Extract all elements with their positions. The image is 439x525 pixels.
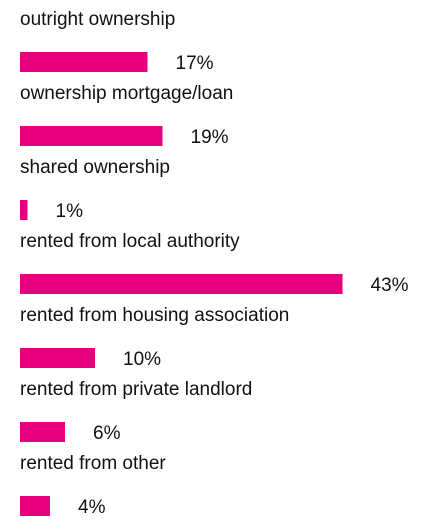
category-label: rented from other: [20, 453, 166, 474]
value-label: 1%: [56, 201, 84, 222]
bar: [20, 348, 95, 368]
bar: [20, 496, 50, 516]
category-label: rented from private landlord: [20, 379, 252, 400]
category-label: shared ownership: [20, 157, 170, 178]
value-label: 4%: [78, 497, 106, 518]
bar: [20, 52, 148, 72]
value-label: 10%: [123, 349, 161, 370]
category-label: rented from local authority: [20, 231, 240, 252]
value-label: 19%: [191, 127, 229, 148]
value-label: 43%: [371, 275, 409, 296]
bar: [20, 274, 343, 294]
category-label: ownership mortgage/loan: [20, 83, 233, 104]
category-label: outright ownership: [20, 9, 175, 30]
category-label: rented from housing association: [20, 305, 289, 326]
bar: [20, 422, 65, 442]
bar: [20, 200, 28, 220]
value-label: 17%: [176, 53, 214, 74]
value-label: 6%: [93, 423, 121, 444]
bar: [20, 126, 163, 146]
